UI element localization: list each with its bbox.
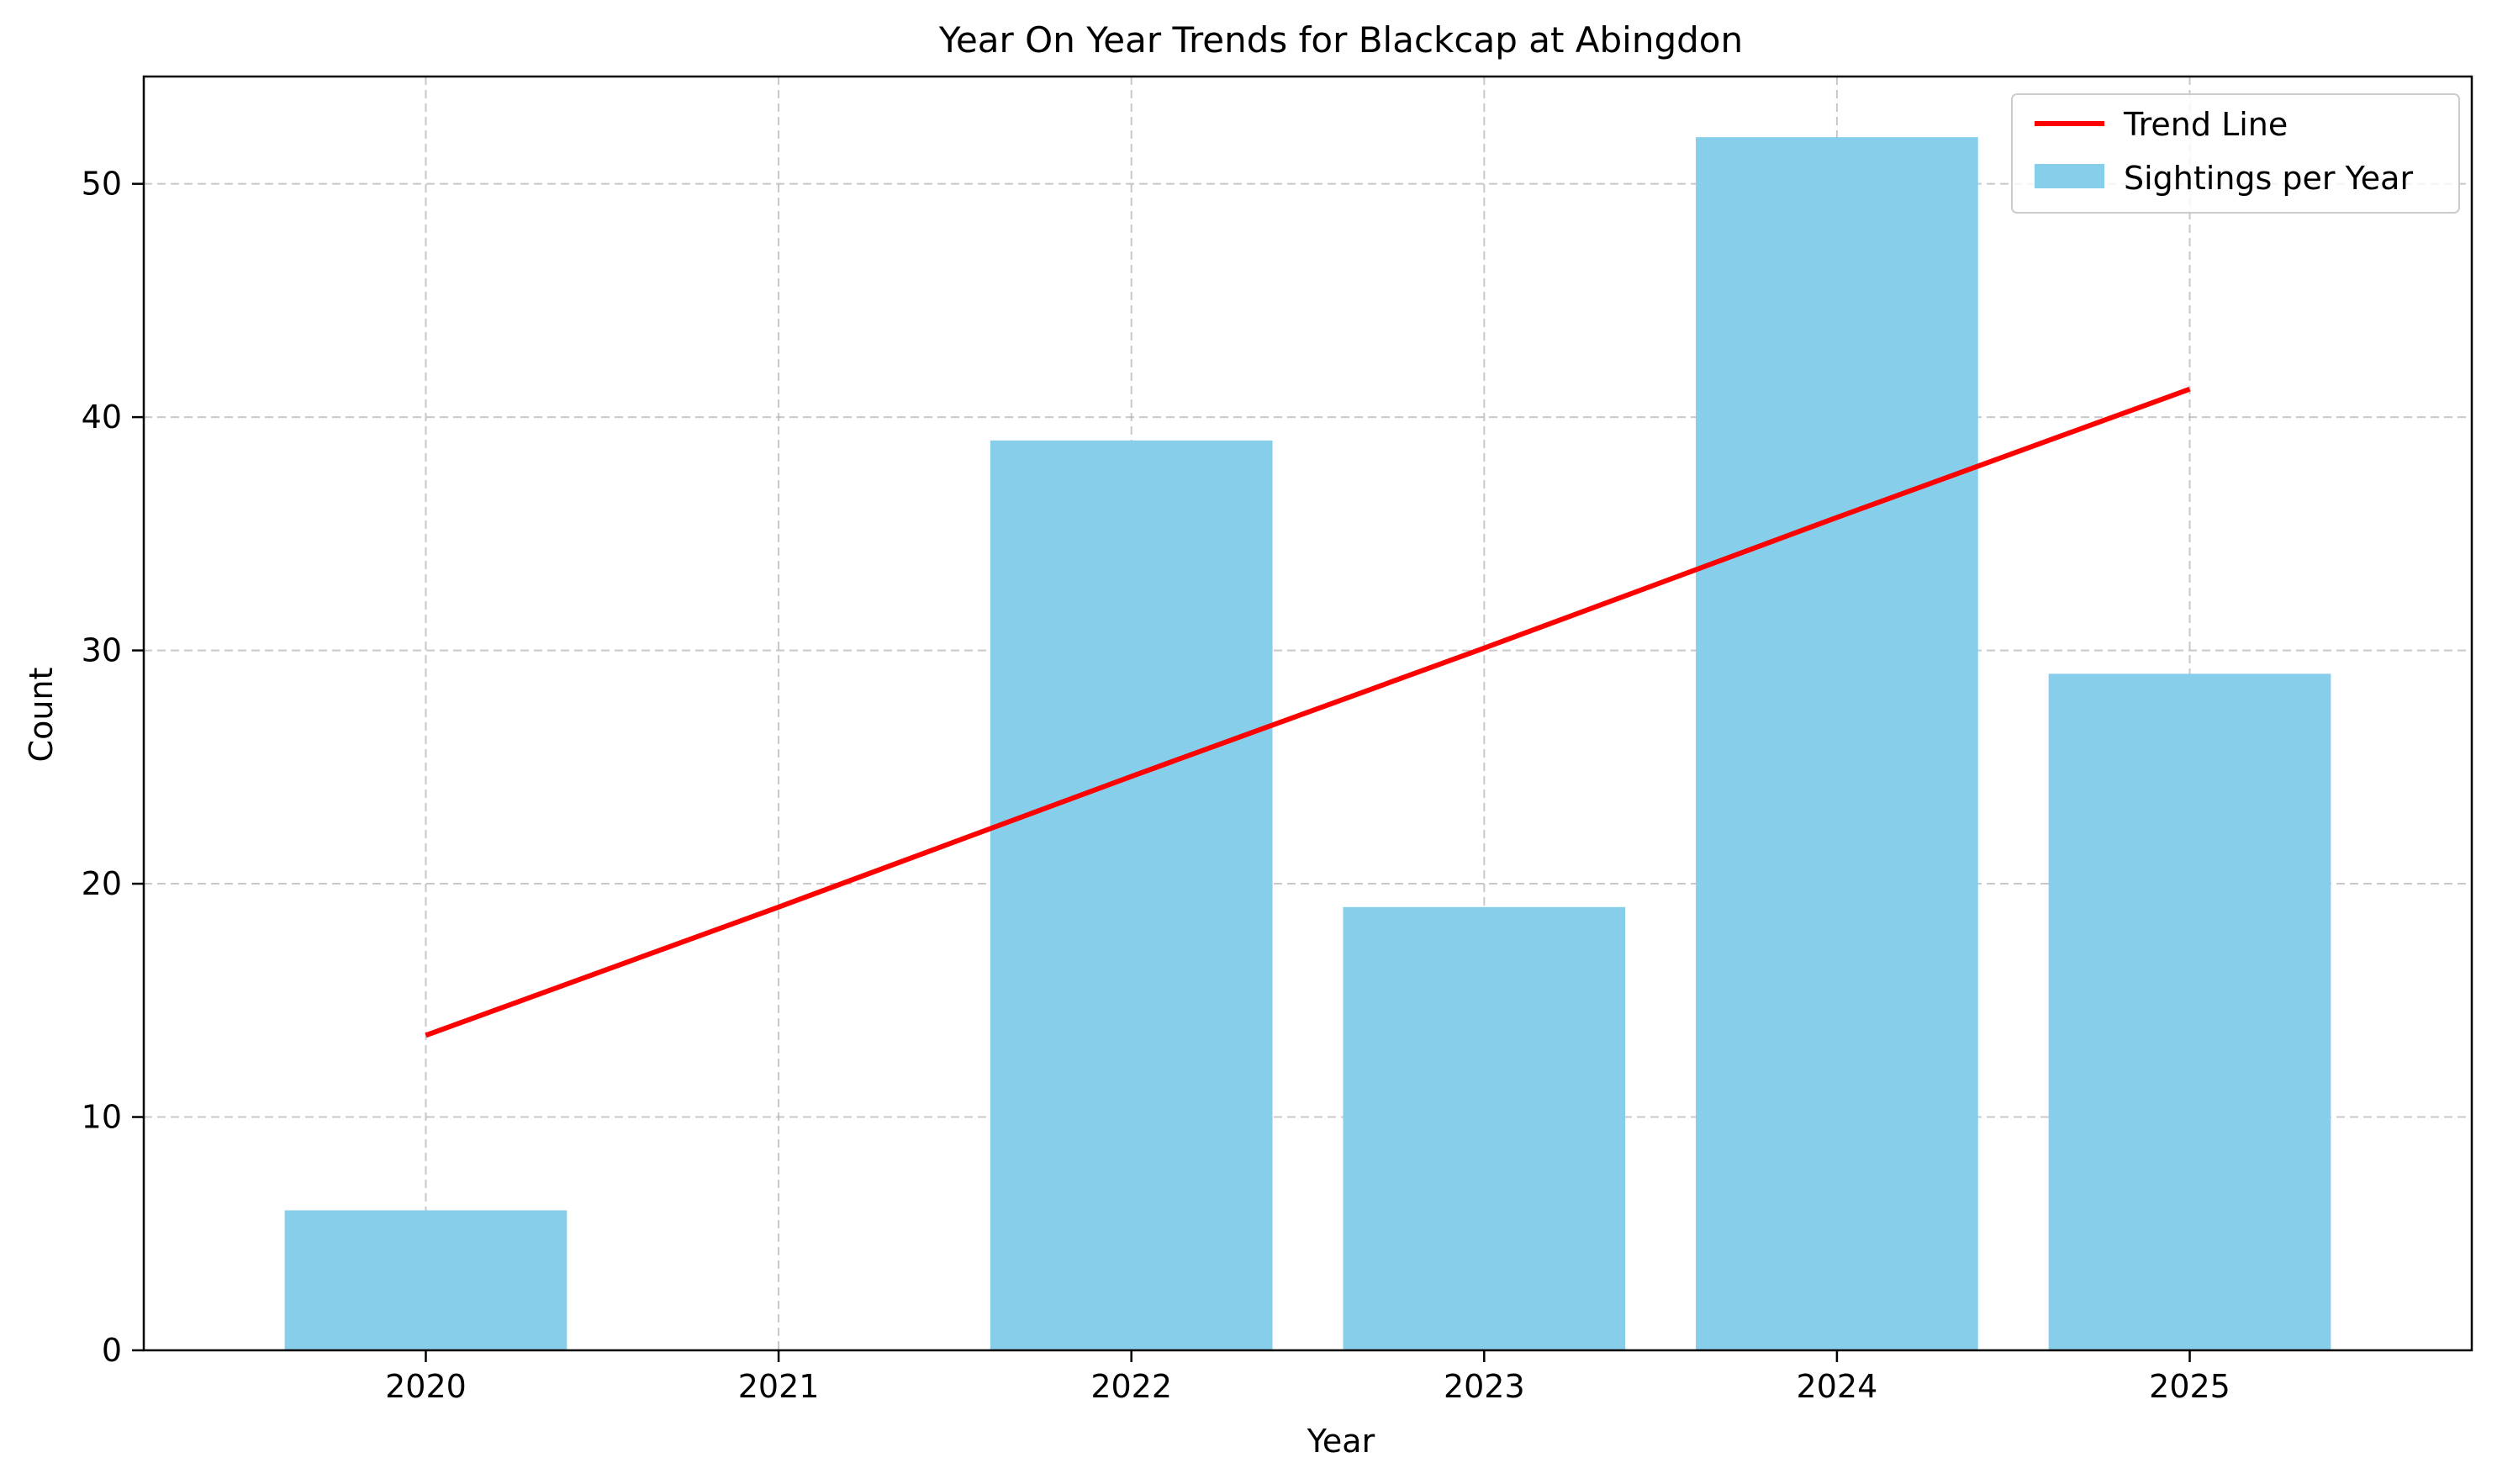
x-axis-label: Year [1307,1423,1375,1460]
y-tick-label-0: 0 [102,1332,122,1369]
x-tick-label-2023: 2023 [1444,1368,1525,1405]
bar-2025 [2048,673,2331,1350]
legend-label-trend-line: Trend Line [2123,106,2288,143]
y-tick-label-20: 20 [82,865,122,902]
y-axis-label: Count [23,668,60,763]
bars [284,137,2331,1351]
y-tick-label-30: 30 [82,632,122,669]
legend-box [2011,93,2460,214]
y-tick-label-50: 50 [82,166,122,203]
y-axis-ticks: 0 10 20 30 40 50 [82,166,144,1369]
legend-sightings-swatch [2035,164,2104,188]
x-tick-label-2022: 2022 [1090,1368,1172,1405]
x-tick-label-2020: 2020 [385,1368,467,1405]
y-tick-label-40: 40 [82,399,122,436]
legend-label-sightings: Sightings per Year [2124,160,2413,197]
bar-2023 [1343,906,1626,1350]
x-tick-label-2025: 2025 [2149,1368,2230,1405]
legend: Trend Line Sightings per Year [2011,93,2460,214]
y-tick-label-10: 10 [82,1099,122,1136]
bar-2020 [284,1210,568,1350]
bar-2024 [1696,137,1978,1351]
chart-title: Year On Year Trends for Blackcap at Abin… [938,19,1743,61]
trend-line-layer [425,386,2191,1038]
trend-line [425,386,2191,1038]
x-tick-label-2021: 2021 [738,1368,820,1405]
bar-2022 [990,440,1273,1350]
x-axis-ticks: 2020 2021 2022 2023 2024 2025 [385,1350,2230,1405]
plot-frame [142,75,2473,1352]
x-tick-label-2024: 2024 [1797,1368,1878,1405]
